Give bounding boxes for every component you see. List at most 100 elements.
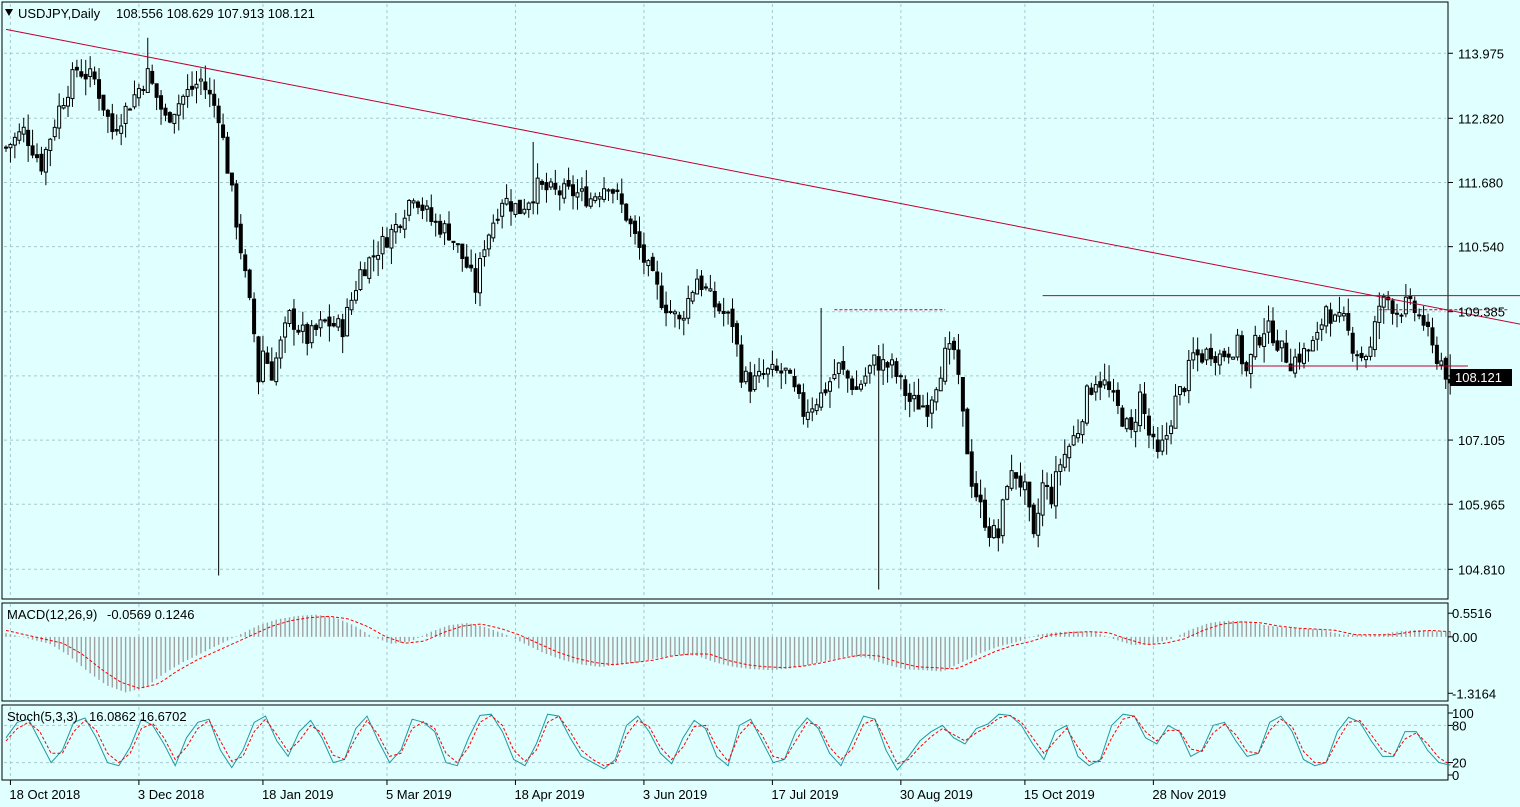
candle-body	[367, 257, 372, 279]
candle-body	[247, 269, 252, 298]
candle-body	[451, 240, 456, 243]
candle	[894, 357, 899, 384]
candle	[110, 103, 115, 140]
candle	[708, 274, 713, 293]
candle	[1239, 330, 1244, 375]
candle	[1071, 425, 1076, 447]
candle-body	[934, 389, 939, 403]
candle-body	[730, 308, 735, 328]
candle-body	[1217, 353, 1222, 366]
candle	[934, 387, 939, 411]
candle-body	[265, 352, 270, 364]
candle-body	[1000, 499, 1005, 537]
candle	[358, 261, 363, 292]
stoch-tick-label: 0	[1452, 768, 1459, 783]
candle-body	[101, 94, 106, 111]
candle-body	[677, 314, 682, 320]
candle-body	[712, 290, 717, 308]
candle	[269, 347, 274, 381]
candle	[943, 337, 948, 385]
candle	[225, 131, 230, 174]
candle	[291, 299, 296, 346]
candle-body	[938, 377, 943, 392]
candle	[1195, 337, 1200, 372]
candle-body	[1346, 313, 1351, 331]
candle	[1288, 348, 1293, 372]
symbol-label: USDJPY,Daily	[18, 6, 101, 21]
candle-body	[509, 201, 514, 212]
candle-body	[433, 220, 438, 223]
candle	[770, 350, 775, 377]
candle-body	[690, 291, 695, 302]
candle	[1368, 336, 1373, 361]
candle-body	[619, 193, 624, 205]
candle	[827, 377, 832, 408]
candle	[1102, 363, 1107, 390]
candle	[1270, 307, 1275, 346]
candle	[1173, 384, 1178, 429]
candle-body	[983, 499, 988, 528]
candle	[460, 243, 465, 272]
candle-body	[805, 411, 810, 420]
candle	[1129, 409, 1134, 439]
candle-body	[854, 386, 859, 390]
candle	[495, 208, 500, 225]
candle-body	[238, 223, 243, 254]
candle-body	[681, 317, 686, 321]
stoch-tick-label: 100	[1452, 706, 1474, 721]
candle	[969, 439, 974, 499]
candle	[336, 314, 341, 332]
candle	[1333, 313, 1337, 322]
candle-body	[181, 95, 186, 105]
candle	[1169, 420, 1174, 445]
candle-body	[1310, 339, 1315, 352]
candle-body	[252, 298, 257, 335]
candle	[243, 249, 248, 278]
candle-body	[1439, 360, 1444, 366]
candle	[478, 252, 483, 307]
candle-body	[39, 153, 44, 172]
candle	[952, 337, 957, 360]
candle	[212, 79, 217, 118]
candle	[575, 179, 580, 210]
candle	[810, 397, 815, 422]
last-price-bg	[1450, 369, 1512, 386]
candle-body	[531, 201, 536, 204]
candle	[194, 70, 199, 104]
candle-body	[256, 336, 261, 383]
candle	[929, 396, 934, 429]
candle	[881, 343, 886, 385]
candle-body	[402, 217, 407, 230]
candle-body	[1231, 356, 1236, 360]
triangle-down-icon[interactable]	[5, 9, 13, 16]
candle-body	[331, 322, 336, 327]
candle-body	[216, 105, 221, 124]
macd-series	[5, 614, 1451, 693]
candle	[513, 203, 518, 218]
candle	[699, 270, 704, 297]
candle-body	[571, 184, 576, 197]
candle-body	[1381, 295, 1386, 308]
candle-body	[43, 148, 48, 173]
candle-body	[1426, 321, 1431, 327]
price-tick-label: 109.385	[1458, 305, 1505, 320]
candle-body	[300, 324, 305, 332]
candle-body	[752, 375, 757, 391]
candle	[287, 309, 292, 328]
candle-body	[1204, 348, 1209, 361]
candle-body	[1333, 314, 1337, 322]
candle	[1430, 317, 1435, 354]
candle	[730, 298, 735, 343]
candle-body	[1293, 356, 1298, 374]
candle	[814, 398, 819, 415]
candle-body	[540, 180, 545, 185]
candle	[57, 93, 62, 140]
candle	[234, 179, 239, 240]
candle	[650, 252, 655, 272]
candle-body	[841, 361, 846, 370]
candle-body	[225, 136, 230, 174]
price-tick-label: 112.820	[1458, 111, 1504, 126]
candle	[1111, 378, 1116, 402]
